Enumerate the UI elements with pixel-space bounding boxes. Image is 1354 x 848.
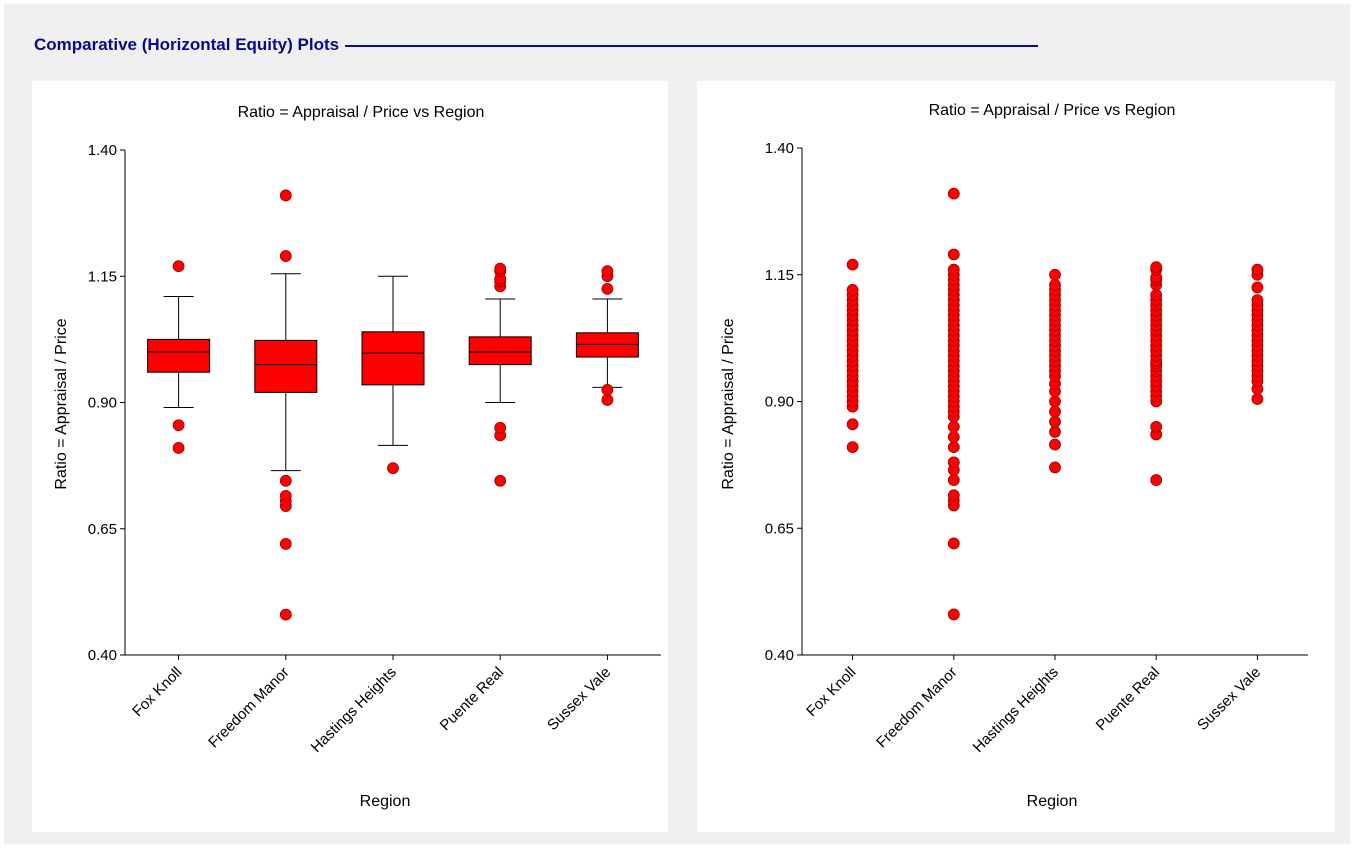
- y-tick-label: 1.15: [765, 267, 794, 284]
- outlier-point: [172, 442, 185, 454]
- x-tick-label: Hastings Heights: [308, 664, 400, 756]
- data-point: [846, 258, 859, 271]
- box: [575, 332, 639, 358]
- x-axis-label: Region: [1027, 793, 1078, 810]
- box-plot-panel: Ratio = Appraisal / Price vs Region Rati…: [32, 81, 668, 832]
- box-plot-chart: Ratio = Appraisal / Price vs Region Rati…: [53, 104, 661, 810]
- data-point: [1049, 461, 1061, 474]
- y-tick-label: 1.40: [88, 142, 117, 159]
- data-point: [1150, 474, 1163, 486]
- data-point: [1150, 420, 1163, 433]
- data-point: [947, 537, 960, 550]
- outlier-point: [601, 383, 614, 396]
- outlier-point: [279, 250, 292, 262]
- data-point: [1251, 393, 1264, 405]
- data-point: [1251, 263, 1264, 276]
- y-axis-label: Ratio = Appraisal / Price: [720, 318, 737, 489]
- data-point: [846, 418, 859, 431]
- x-tick-label: Sussex Vale: [1194, 664, 1264, 734]
- data-point: [1049, 415, 1061, 428]
- outlier-point: [279, 608, 292, 621]
- x-tick-label: Puente Real: [1093, 664, 1163, 734]
- y-tick-label: 0.40: [88, 647, 117, 664]
- outlier-point: [279, 490, 292, 502]
- data-point: [947, 489, 960, 502]
- box: [254, 339, 318, 393]
- outlier-point: [387, 462, 399, 475]
- outlier-point: [172, 419, 185, 432]
- x-axis-label: Region: [360, 793, 411, 810]
- y-tick-label: 1.40: [765, 140, 794, 157]
- data-point: [947, 248, 960, 261]
- chart-title: Ratio = Appraisal / Price vs Region: [238, 104, 485, 121]
- box: [468, 336, 532, 366]
- section-header: Comparative (Horizontal Equity) Plots: [34, 34, 1039, 56]
- data-point: [1150, 261, 1163, 274]
- y-tick-label: 0.90: [765, 394, 794, 411]
- outlier-point: [494, 421, 507, 434]
- data-point: [947, 263, 960, 276]
- data-point: [1049, 426, 1061, 438]
- data-point: [1049, 438, 1061, 451]
- outlier-point: [494, 474, 507, 487]
- data-point: [1049, 268, 1061, 281]
- data-point: [947, 456, 960, 469]
- y-axis-label: Ratio = Appraisal / Price: [53, 318, 70, 489]
- dot-plot-panel: Ratio = Appraisal / Price vs Region Rati…: [697, 81, 1335, 832]
- data-point: [1150, 289, 1163, 301]
- x-tick-label: Fox Knoll: [129, 664, 185, 720]
- x-tick-label: Freedom Manor: [873, 664, 960, 751]
- chart-title: Ratio = Appraisal / Price vs Region: [929, 102, 1176, 119]
- y-tick-label: 0.65: [765, 520, 794, 537]
- data-point: [846, 284, 859, 296]
- data-point: [947, 431, 960, 443]
- data-point: [947, 441, 960, 454]
- outlier-point: [494, 262, 507, 275]
- section-title: Comparative (Horizontal Equity) Plots: [34, 35, 340, 54]
- report-background: Comparative (Horizontal Equity) Plots Ra…: [4, 4, 1350, 844]
- data-point: [947, 420, 960, 433]
- outlier-point: [601, 394, 614, 406]
- section-title-rule: [345, 45, 1039, 47]
- data-point: [1049, 278, 1061, 291]
- outlier-point: [601, 282, 614, 295]
- data-point: [846, 441, 859, 454]
- outlier-point: [601, 265, 614, 278]
- data-point: [1049, 405, 1061, 418]
- y-tick-label: 0.65: [88, 521, 117, 538]
- data-point: [947, 474, 960, 486]
- y-tick-label: 0.40: [765, 647, 794, 664]
- outlier-point: [172, 260, 185, 273]
- outlier-point: [279, 189, 292, 202]
- y-tick-label: 1.15: [88, 268, 117, 285]
- data-point: [1251, 281, 1264, 294]
- y-tick-label: 0.90: [88, 395, 117, 412]
- data-point: [1049, 395, 1061, 408]
- x-tick-label: Hastings Heights: [970, 664, 1062, 756]
- box: [147, 338, 211, 373]
- x-tick-label: Sussex Vale: [544, 664, 614, 734]
- x-tick-label: Freedom Manor: [205, 664, 292, 751]
- data-point: [947, 187, 960, 200]
- outlier-point: [279, 537, 292, 550]
- box: [361, 331, 425, 386]
- x-tick-label: Fox Knoll: [803, 664, 859, 720]
- outlier-point: [279, 474, 292, 487]
- x-tick-label: Puente Real: [437, 664, 507, 734]
- data-point: [947, 608, 960, 621]
- data-point: [1251, 294, 1264, 307]
- dot-plot-chart: Ratio = Appraisal / Price vs Region Rati…: [720, 102, 1308, 810]
